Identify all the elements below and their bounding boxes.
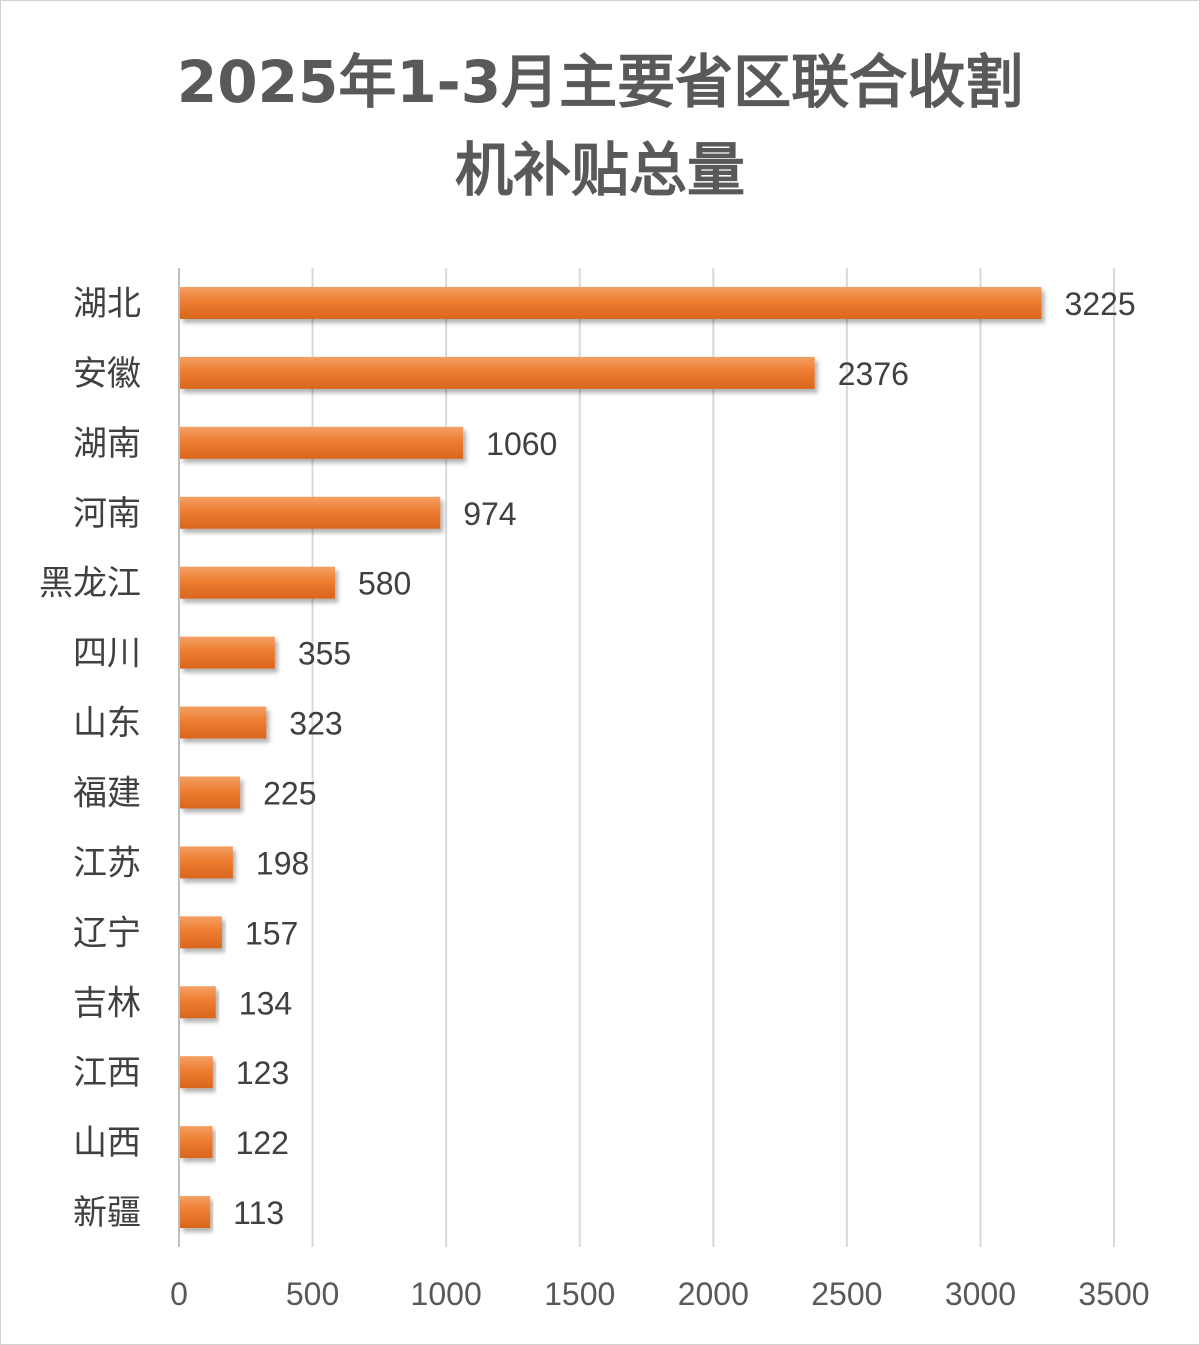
data-label-1: 3225 xyxy=(1065,286,1136,322)
data-label-13: 122 xyxy=(236,1125,289,1161)
x-tick-label-3000: 3000 xyxy=(945,1276,1016,1312)
data-label-7: 323 xyxy=(289,706,342,742)
bar-10 xyxy=(180,916,222,949)
data-label-9: 198 xyxy=(256,845,309,881)
data-label-3: 1060 xyxy=(486,426,557,462)
data-label-6: 355 xyxy=(298,636,351,672)
category-label-14: 新疆 xyxy=(73,1193,141,1233)
category-label-6: 四川 xyxy=(73,634,141,674)
data-label-5: 580 xyxy=(358,566,411,602)
data-label-10: 157 xyxy=(245,915,298,951)
category-label-2: 安徽 xyxy=(73,354,141,394)
category-label-8: 福建 xyxy=(73,773,141,813)
x-tick-label-1500: 1500 xyxy=(544,1276,615,1312)
chart-title: 2025年1-3月主要省区联合收割 机补贴总量 xyxy=(0,38,1200,214)
bar-4 xyxy=(180,496,441,529)
bar-5 xyxy=(180,566,335,599)
bar-13 xyxy=(180,1126,213,1159)
category-label-4: 河南 xyxy=(73,494,141,534)
x-tick-label-500: 500 xyxy=(286,1276,339,1312)
bar-7 xyxy=(180,706,267,739)
category-label-13: 山西 xyxy=(73,1123,141,1163)
category-label-7: 山东 xyxy=(73,704,141,744)
data-label-2: 2376 xyxy=(838,356,909,392)
data-label-8: 225 xyxy=(263,775,316,811)
category-label-9: 江苏 xyxy=(73,843,141,883)
chart-title-line-2: 机补贴总量 xyxy=(454,136,745,204)
chart-title-line-1: 2025年1-3月主要省区联合收割 xyxy=(176,48,1024,116)
category-label-12: 江西 xyxy=(73,1053,141,1093)
data-label-12: 123 xyxy=(236,1055,289,1091)
bar-14 xyxy=(180,1196,211,1229)
data-label-11: 134 xyxy=(239,985,292,1021)
bar-8 xyxy=(180,776,241,809)
category-label-10: 辽宁 xyxy=(73,913,141,953)
bar-1 xyxy=(180,286,1042,319)
data-label-14: 113 xyxy=(233,1195,284,1231)
category-label-5: 黑龙江 xyxy=(39,564,141,604)
bar-2 xyxy=(180,356,815,389)
bar-12 xyxy=(180,1056,213,1089)
x-tick-label-1000: 1000 xyxy=(411,1276,482,1312)
x-tick-label-3500: 3500 xyxy=(1078,1276,1149,1312)
bar-9 xyxy=(180,846,233,879)
bar-6 xyxy=(180,636,275,669)
category-label-1: 湖北 xyxy=(73,284,141,324)
x-tick-label-2000: 2000 xyxy=(678,1276,749,1312)
category-label-3: 湖南 xyxy=(73,424,141,464)
bar-3 xyxy=(180,426,464,459)
x-tick-label-2500: 2500 xyxy=(811,1276,882,1312)
x-tick-label-0: 0 xyxy=(170,1276,188,1312)
bar-11 xyxy=(180,986,216,1019)
category-label-11: 吉林 xyxy=(73,983,141,1023)
data-label-4: 974 xyxy=(463,496,516,532)
